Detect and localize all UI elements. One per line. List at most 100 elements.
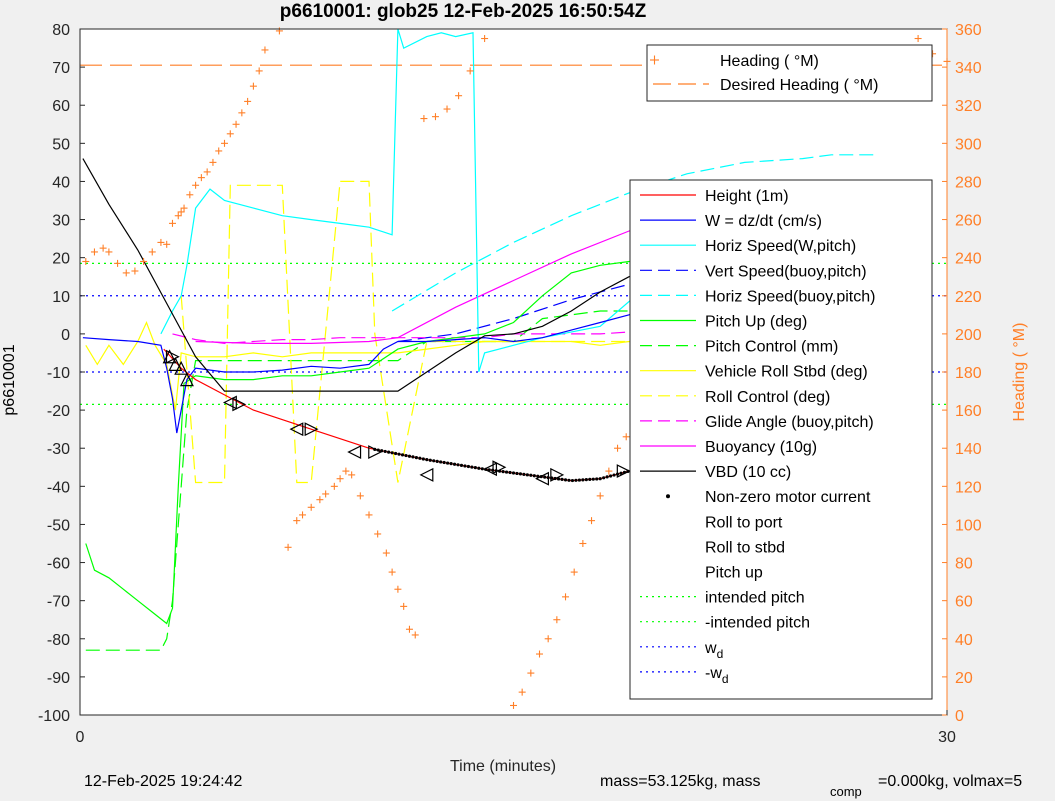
heading-marker [192,181,200,189]
heading-marker [215,147,223,155]
heading-marker [186,191,194,199]
heading-marker [411,631,419,639]
heading-marker [518,688,526,696]
heading-marker [114,259,122,267]
heading-marker [197,174,205,182]
y-tick-label: -50 [47,517,70,534]
motor-current-dot [421,457,425,461]
pitch-up-marker [174,360,189,375]
motor-current-dot [518,472,523,476]
roll-to-port-marker [222,395,237,410]
motor-current-dot [556,477,561,481]
motor-current-dot [435,459,439,463]
motor-current-dot [591,477,595,481]
y2-tick-label: 300 [955,136,982,153]
y2-tick-label: 60 [955,594,973,611]
horiz-speed-buoy-series [391,154,875,312]
legend-label: Pitch Control (mm) [705,339,838,356]
motor-current-dot [563,478,568,482]
heading-marker [131,267,139,275]
heading-marker [510,701,517,709]
roll-to-stbd-marker [232,397,247,412]
legend-label: Vert Speed(buoy,pitch) [705,263,867,280]
motor-current-dot [425,458,429,462]
y2-tick-label: 40 [955,632,973,649]
heading-marker [420,115,428,123]
motor-current-dot [400,453,405,457]
legend-label: intended pitch [705,590,805,607]
heading-marker [238,109,246,117]
motor-current-dot [387,450,391,454]
heading-marker [157,238,165,246]
heading-marker [249,82,257,90]
motor-current-dot [432,459,436,463]
heading-marker [122,269,130,277]
heading-marker [605,467,613,475]
y2-tick-label: 320 [955,98,982,115]
y2-tick-label: 80 [955,556,973,573]
motor-current-dot [508,470,512,475]
heading-marker [431,113,439,121]
y2-tick-label: 240 [955,251,982,268]
heading-marker [400,602,408,610]
motor-current-dot [456,463,460,467]
motor-current-dot [612,473,616,477]
heading-marker [614,444,622,452]
motor-current-dot [452,462,457,466]
roll-to-port-marker [419,467,434,482]
legend-swatch [650,55,659,65]
heading-marker [180,204,188,212]
motor-current-dot [598,477,602,481]
motor-current-dot [459,463,464,467]
legend-label: Buoyancy (10g) [705,439,817,456]
x-tick-label: 30 [938,729,956,746]
y2-tick-label: 200 [955,327,982,344]
heading-marker [244,97,252,105]
heading-marker [356,492,364,500]
heading-marker [481,35,489,43]
motor-current-dot [581,478,585,482]
mass-label: mass=53.125kg, mass [600,773,761,790]
footer-rest-text: =0.000kg, volmax=5 [878,773,1023,790]
motor-current-dot [574,478,578,482]
motor-current-dot [529,473,533,477]
y-tick-label: -70 [47,594,70,611]
y-tick-label: 80 [52,22,70,39]
legend-label: VBD (10 cc) [705,464,791,481]
heading-marker [388,568,396,576]
y2-tick-label: 340 [955,60,982,77]
motor-current-dot [570,478,575,483]
y2-tick-label: 360 [955,22,982,39]
y2-tick-label: 0 [955,708,964,725]
motor-current-dot [414,455,418,460]
x-tick-label: 0 [76,729,85,746]
heading-marker [82,257,90,265]
y-tick-label: -90 [47,670,70,687]
chart-title: p6610001: glob25 12-Feb-2025 16:50:54Z [280,1,647,22]
heading-marker [336,475,344,483]
heading-marker [374,530,382,538]
y-tick-label: -60 [47,556,70,573]
motor-current-dot [470,465,474,469]
motor-current-dot [609,474,613,478]
y2-axis-label: Heading ( °M) [1011,323,1028,422]
pitch-up-marker [168,357,183,371]
heading-marker [168,219,176,227]
motor-current-dot [515,471,519,476]
legend-label: Roll to stbd [705,539,785,556]
heading-marker [284,543,292,551]
roll-to-port-marker [289,422,304,437]
motor-current-dot [439,460,443,464]
heading-marker [365,511,373,519]
legend-label: Horiz Speed(buoy,pitch) [705,288,875,305]
heading-marker [382,549,390,557]
motor-current-dot [525,473,529,477]
y-tick-label: 0 [61,327,70,344]
y2-tick-label: 20 [955,670,973,687]
heading-marker [322,490,330,498]
legend-label: Pitch Up (deg) [705,314,807,331]
pitch-up-marker [179,372,194,387]
legend-label: Glide Angle (buoy,pitch) [705,414,874,431]
roll-to-stbd-marker [616,464,631,479]
